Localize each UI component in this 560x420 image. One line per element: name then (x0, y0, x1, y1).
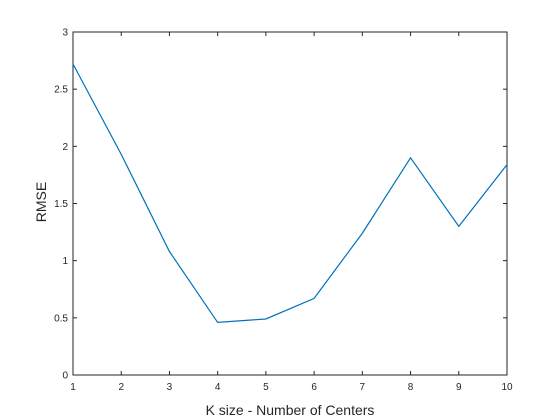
x-axis-label: K size - Number of Centers (206, 402, 375, 418)
x-tick-label: 8 (408, 382, 414, 393)
x-tick-label: 9 (456, 382, 462, 393)
y-tick-label: 2.5 (54, 85, 68, 96)
x-tick-label: 2 (118, 382, 124, 393)
series-layer (72, 63, 508, 324)
x-tick-label: 6 (311, 382, 317, 393)
y-tick-label: 0.5 (54, 313, 68, 324)
x-tick-label: 3 (167, 382, 173, 393)
x-tick-label: 10 (501, 382, 513, 393)
x-tick-label: 4 (215, 382, 221, 393)
x-tick-label: 7 (360, 382, 366, 393)
series-line (72, 63, 508, 324)
x-tick-label: 5 (263, 382, 269, 393)
y-axis-label: RMSE (33, 182, 49, 222)
y-tick-label: 3 (62, 28, 68, 39)
y-axis: 0 0.5 1 1.5 2 2.5 3 (54, 28, 507, 382)
y-tick-label: 1.5 (54, 199, 68, 210)
plot-area (72, 31, 508, 376)
y-tick-label: 1 (62, 256, 68, 267)
plot-box (72, 31, 508, 376)
x-tick-label: 1 (70, 382, 76, 393)
y-tick-label: 2 (62, 142, 68, 153)
x-axis: 1 2 3 4 5 6 7 8 9 10 (70, 32, 513, 393)
y-tick-label: 0 (62, 371, 68, 382)
